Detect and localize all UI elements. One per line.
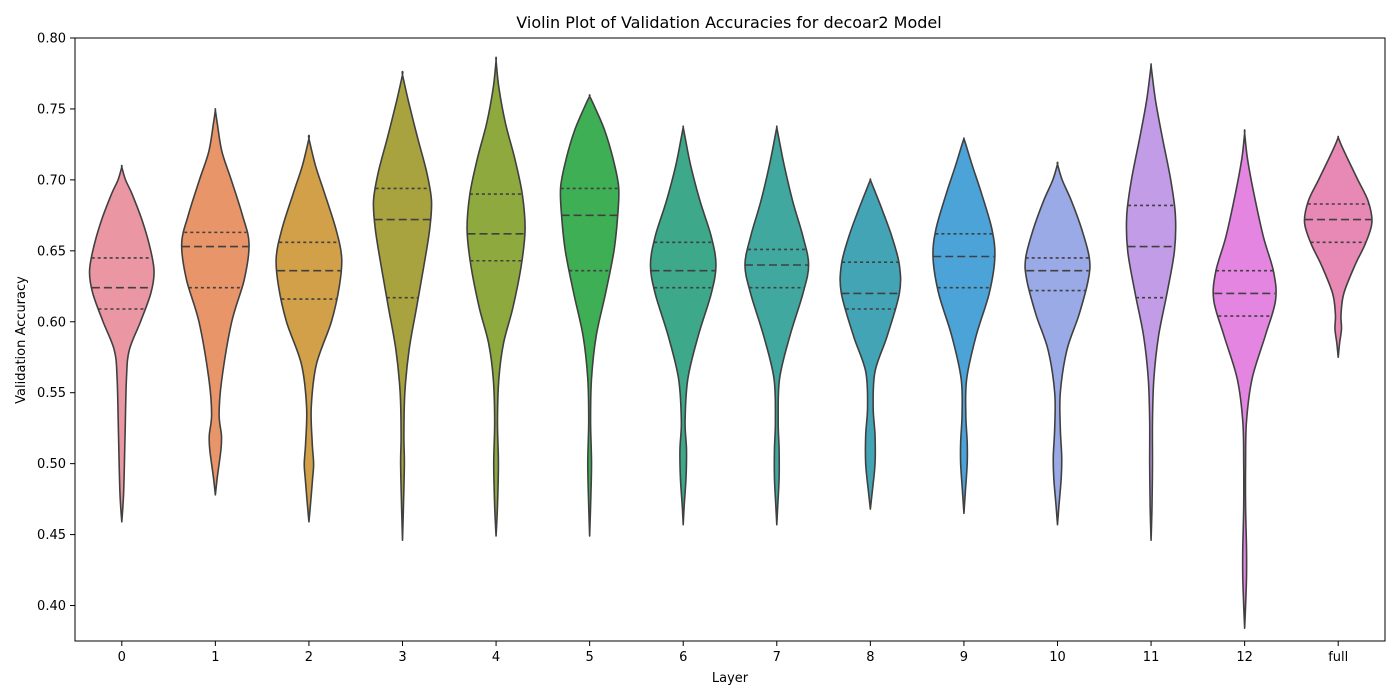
y-tick-label: 0.55 [37, 386, 66, 401]
violin-body [932, 137, 996, 515]
x-tick-label: 6 [679, 650, 687, 665]
violin-body [372, 70, 433, 542]
x-tick-label: 11 [1143, 650, 1160, 665]
x-tick-label: 2 [305, 650, 313, 665]
x-tick-label: full [1328, 650, 1348, 665]
violin-body [1303, 135, 1373, 359]
violin-body [88, 164, 155, 523]
x-tick-label: 9 [960, 650, 968, 665]
violin-body [839, 178, 902, 510]
y-axis-title: Validation Accuracy [14, 276, 29, 404]
chart-title: Violin Plot of Validation Accuracies for… [516, 13, 941, 32]
y-tick-label: 0.50 [37, 457, 66, 472]
violin-body [1212, 129, 1277, 630]
plot-area-frame [74, 37, 1386, 642]
violin-body [559, 94, 620, 537]
y-tick-label: 0.75 [37, 102, 66, 117]
violin-10 [1024, 161, 1091, 526]
violin-full [1303, 135, 1373, 359]
violin-body [744, 125, 810, 526]
violins-group [88, 56, 1373, 630]
violin-body [1125, 63, 1177, 542]
violin-5 [559, 94, 620, 537]
y-tick-label: 0.65 [37, 244, 66, 259]
x-tick-label: 1 [211, 650, 219, 665]
violin-7 [744, 125, 810, 526]
y-tick-label: 0.45 [37, 528, 66, 543]
violin-8 [839, 178, 902, 510]
x-axis-title: Layer [712, 671, 749, 686]
x-tick-label: 8 [866, 650, 874, 665]
y-tick-label: 0.70 [37, 173, 66, 188]
violin-body [180, 107, 250, 496]
x-tick-label: 0 [118, 650, 126, 665]
y-tick-label: 0.40 [37, 599, 66, 614]
violin-body [649, 125, 717, 526]
violin-body [275, 134, 343, 523]
violin-body [466, 56, 526, 537]
violin-4 [466, 56, 526, 537]
violin-1 [180, 107, 250, 496]
y-axis: 0.40 0.45 0.50 0.55 0.60 0.65 0.70 0.75 0.80 [37, 32, 75, 614]
y-tick-label: 0.80 [37, 32, 66, 47]
violin-body [1024, 161, 1091, 526]
x-tick-label: 7 [773, 650, 781, 665]
y-tick-label: 0.60 [37, 315, 66, 330]
x-tick-label: 4 [492, 650, 500, 665]
x-axis: 0 1 2 3 4 5 6 7 8 9 10 11 12 full [118, 641, 1348, 665]
violin-0 [88, 164, 155, 523]
x-tick-label: 3 [398, 650, 406, 665]
x-tick-label: 5 [586, 650, 594, 665]
violin-9 [932, 137, 996, 515]
x-tick-label: 10 [1049, 650, 1066, 665]
violin-12 [1212, 129, 1277, 630]
violin-3 [372, 70, 433, 542]
violin-11 [1125, 63, 1177, 542]
violin-6 [649, 125, 717, 526]
x-tick-label: 12 [1236, 650, 1253, 665]
violin-2 [275, 134, 343, 523]
